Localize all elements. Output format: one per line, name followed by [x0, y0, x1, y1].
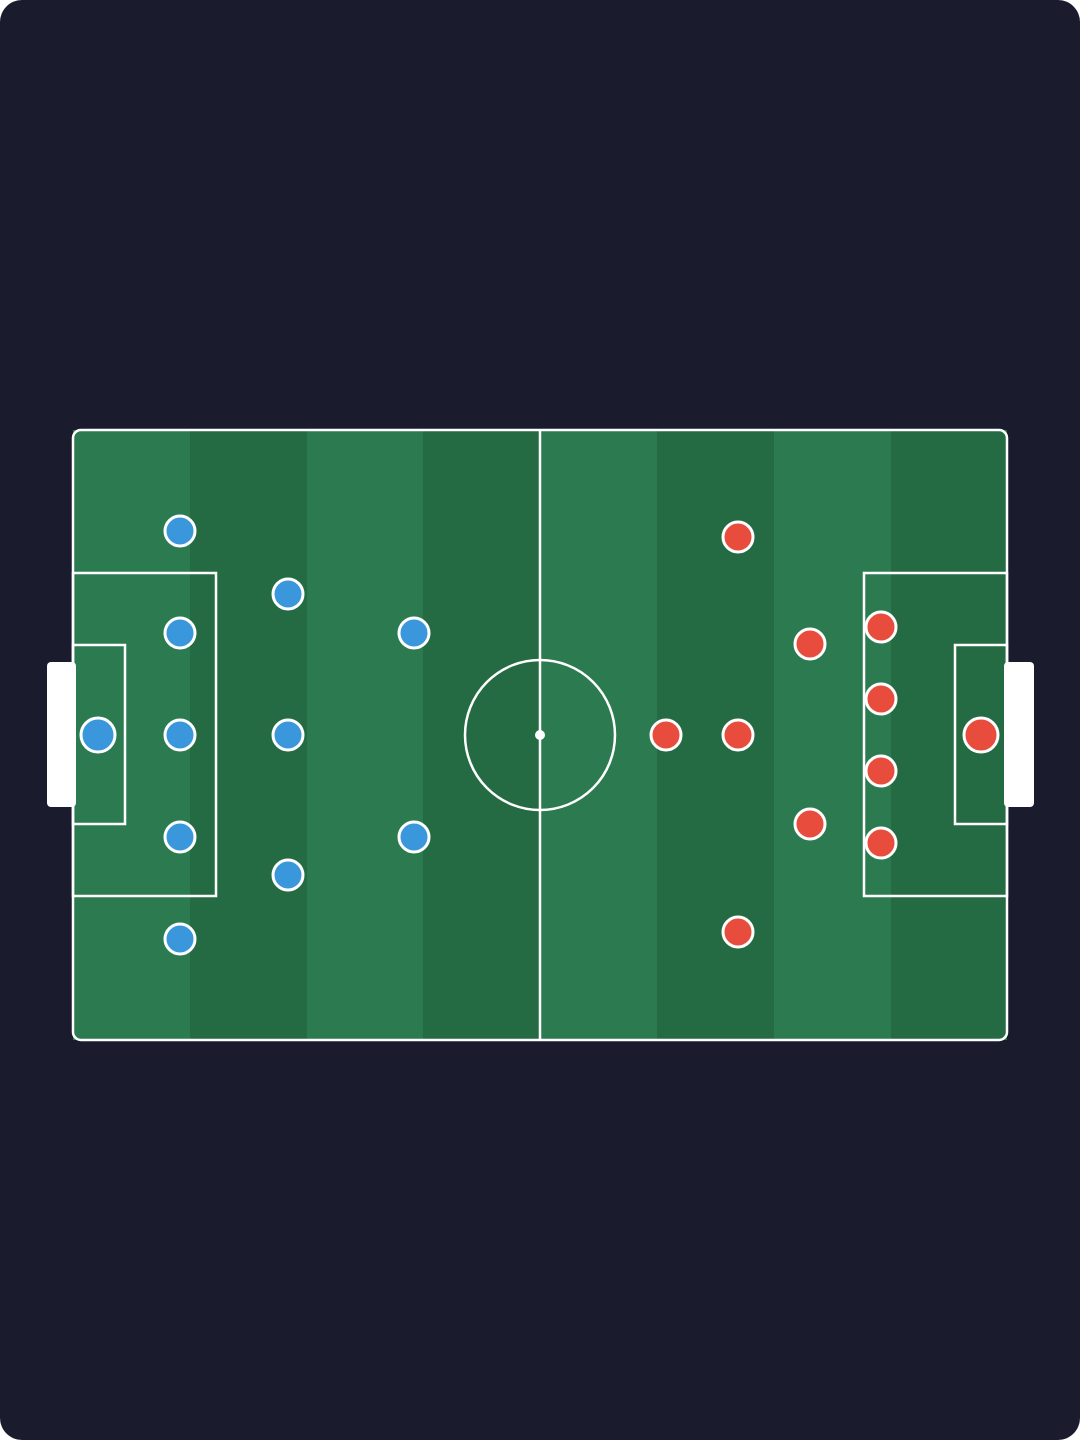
- goal: [47, 662, 76, 807]
- player: [163, 820, 197, 854]
- pitch: [47, 428, 1034, 1042]
- player: [271, 858, 305, 892]
- player: [79, 716, 117, 754]
- player: [397, 820, 431, 854]
- pitch-stripe: [423, 430, 540, 1040]
- player: [163, 718, 197, 752]
- player: [721, 520, 755, 554]
- player: [649, 718, 683, 752]
- center-circle: [463, 658, 617, 812]
- player: [397, 616, 431, 650]
- goal: [1004, 662, 1034, 807]
- player: [864, 826, 898, 860]
- player: [962, 716, 1000, 754]
- players: [79, 514, 1000, 956]
- player: [793, 627, 827, 661]
- player: [163, 514, 197, 548]
- player: [271, 718, 305, 752]
- player: [793, 807, 827, 841]
- center-spot: [535, 730, 545, 740]
- player: [721, 915, 755, 949]
- player: [271, 577, 305, 611]
- player: [163, 922, 197, 956]
- player: [864, 610, 898, 644]
- player: [721, 718, 755, 752]
- player: [864, 754, 898, 788]
- player: [864, 682, 898, 716]
- player: [163, 616, 197, 650]
